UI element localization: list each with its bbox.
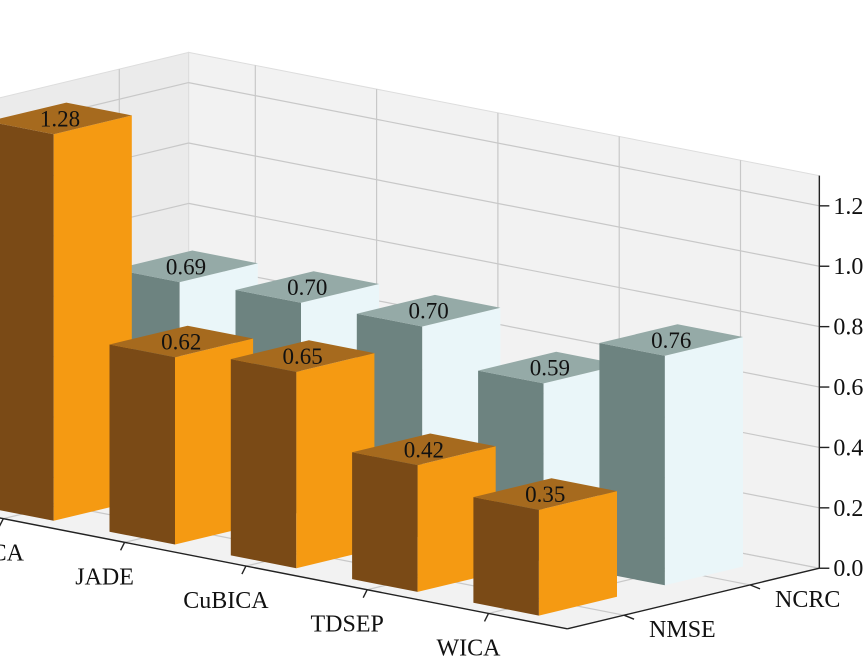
z-tick-label-5: 1.0	[833, 254, 863, 280]
x-tick-label-tdsep: TDSEP	[311, 612, 384, 638]
bar-ncrc-wica: 0.76	[599, 324, 743, 586]
z-tick-label-6: 1.2	[833, 194, 863, 220]
bar-front-face	[352, 452, 418, 592]
x-tick-1	[119, 542, 126, 551]
x-tick-2	[241, 565, 247, 575]
bar-top-face	[109, 325, 254, 358]
chart-labels: FastICA JADE CuBICA TDSEP WICA NMSE NCRC 0.0 0.2…	[0, 194, 863, 661]
x-tick-label-cubica: CuBICA	[183, 588, 269, 614]
data-label-ncrc-jade: 0.70	[287, 275, 327, 300]
bar-top-face	[230, 340, 375, 372]
x-tick-label-wica: WICA	[437, 635, 502, 661]
data-label-nmse-cubica: 0.65	[282, 344, 322, 369]
data-label-ncrc-wica: 0.76	[651, 328, 691, 353]
x-axis-line	[0, 517, 568, 630]
grid-line-back-5	[188, 142, 820, 267]
grid-line-back-6	[188, 82, 820, 207]
x-tick-3	[362, 589, 368, 599]
bar-front-face	[109, 344, 175, 545]
x-tick-0	[0, 518, 4, 527]
z-tick-label-1: 0.2	[833, 496, 863, 522]
bar-top-face	[599, 324, 743, 356]
chart-bars: 0.69 0.70 0.70 0.59 0.76 1.28 0.62 0.65 0.42 0.35	[0, 102, 743, 616]
y-axis-line	[567, 567, 820, 630]
data-label-nmse-tdsep: 0.42	[404, 437, 444, 462]
bar-side-face	[538, 491, 617, 616]
bar-top-face	[478, 351, 622, 384]
y-tick-1	[749, 584, 761, 590]
bar-front-face	[0, 123, 54, 521]
data-label-nmse-jade: 0.62	[161, 329, 201, 354]
bar-front-face	[473, 497, 539, 616]
y-tick-0	[623, 614, 635, 620]
bar-top-face	[0, 102, 132, 135]
x-tick-label-jade: JADE	[75, 564, 134, 590]
x-tick-4	[483, 613, 490, 622]
bar-top-face	[356, 294, 501, 327]
bar-nmse-wica: 0.35	[473, 478, 617, 616]
bar-top-face	[114, 250, 258, 283]
bar-top-face	[352, 433, 496, 466]
y-tick-label-ncrc: NCRC	[775, 587, 840, 613]
data-label-nmse-wica: 0.35	[525, 482, 565, 507]
grid-line-back-4	[188, 202, 820, 328]
bar-top-face	[473, 478, 617, 510]
bar-front-face	[230, 359, 297, 569]
z-tick-label-4: 0.8	[833, 315, 863, 341]
z-tick-label-2: 0.4	[833, 435, 863, 461]
chart-axes	[0, 175, 830, 630]
data-label-ncrc-cubica: 0.70	[408, 299, 448, 324]
bar-top-face	[235, 271, 380, 303]
data-label-ncrc-tdsep: 0.59	[530, 356, 570, 381]
y-tick-label-nmse: NMSE	[649, 617, 716, 643]
x-tick-label-fastica: FastICA	[0, 541, 25, 567]
z-tick-label-3: 0.6	[833, 375, 863, 401]
data-label-ncrc-fastica: 0.69	[166, 254, 206, 279]
bar-side-face	[664, 337, 743, 586]
z-tick-label-0: 0.0	[833, 556, 863, 582]
data-label-nmse-fastica: 1.28	[40, 106, 80, 131]
